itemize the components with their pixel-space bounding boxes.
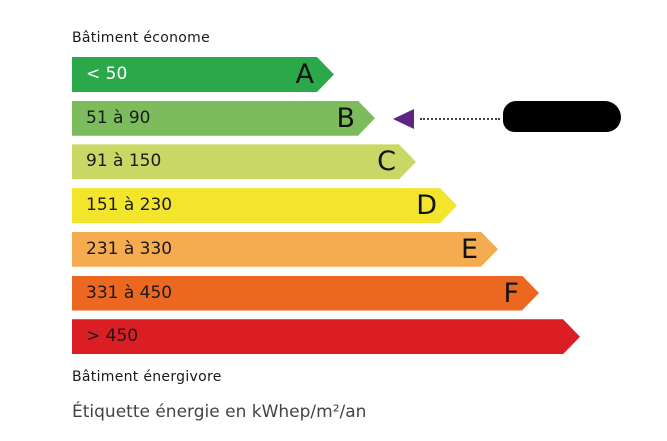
indicator-arrow-icon [393,109,414,129]
class-letter: C [377,146,396,178]
energy-class-bar-f: 331 à 450 F [72,276,539,311]
energy-class-bar-d: 151 à 230 D [72,188,457,223]
indicator-dotted-line [420,118,500,120]
energy-class-bar-e: 231 à 330 E [72,232,498,267]
class-range: 91 à 150 [86,151,162,172]
class-letter: E [460,233,478,265]
top-caption: Bâtiment économe [72,30,210,46]
energy-class-bar-a: < 50 A [72,57,334,92]
class-letter: A [295,59,314,90]
class-range: 331 à 450 [86,282,173,303]
energy-class-bar-b: 51 à 90 B [72,101,375,136]
redacted-value [503,101,621,132]
unit-caption: Étiquette énergie en kWhep/m²/an [72,402,367,422]
class-range: < 50 [86,64,128,84]
class-range: > 450 [86,326,139,347]
class-letter: F [503,277,519,309]
class-range: 151 à 230 [86,195,173,216]
class-range: 231 à 330 [86,238,173,259]
class-letter: D [416,190,437,222]
class-range: 51 à 90 [86,107,151,128]
energy-class-bar-c: 91 à 150 C [72,144,416,179]
energy-class-bar-g: > 450 [72,319,580,354]
bottom-caption: Bâtiment énergivore [72,369,222,385]
class-letter: B [336,102,355,134]
